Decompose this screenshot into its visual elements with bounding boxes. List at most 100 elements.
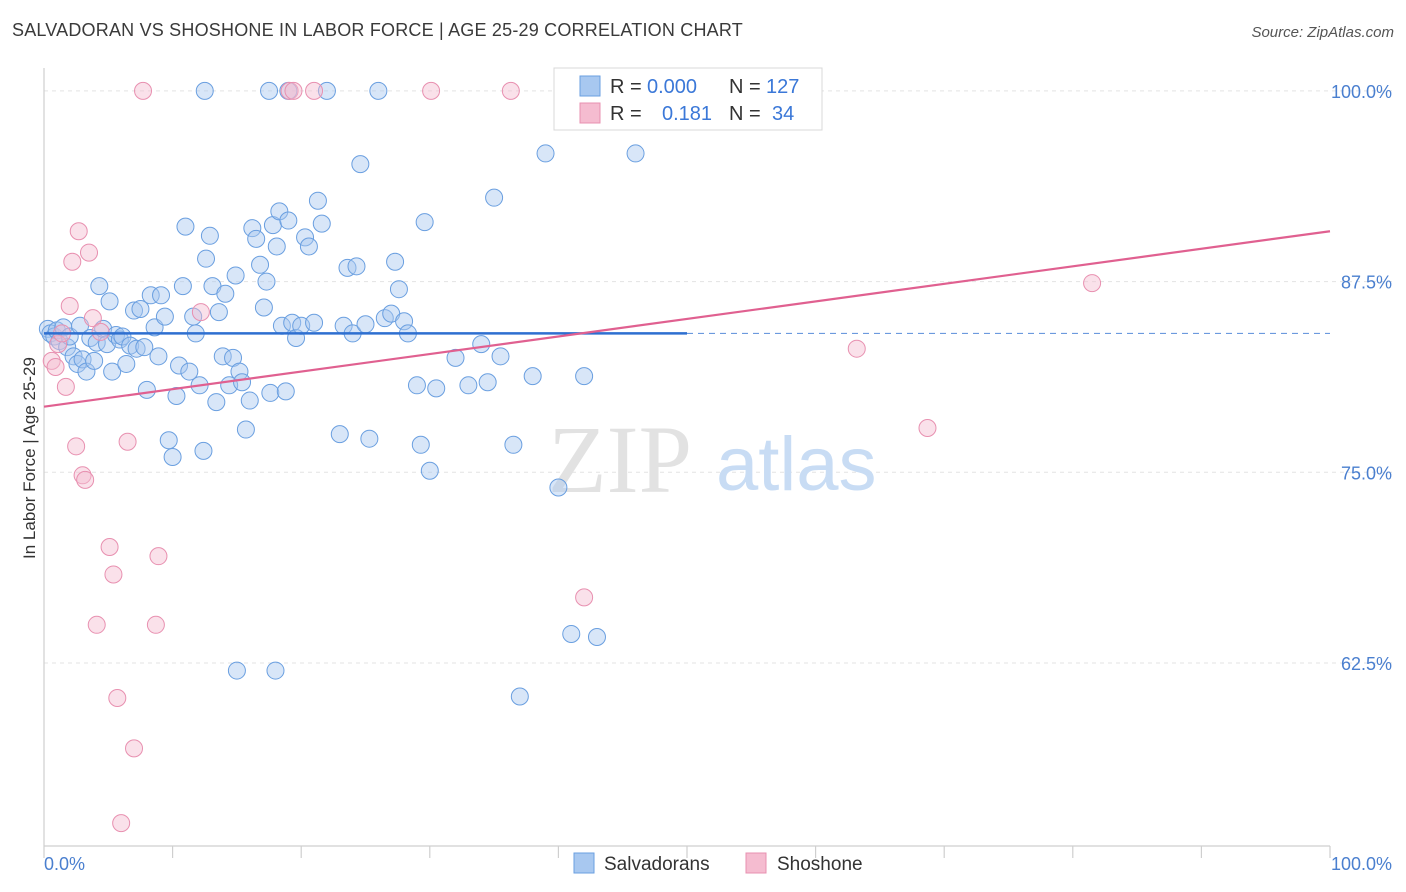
salvadorans-point-47 <box>197 249 216 268</box>
salvadorans-point-50 <box>207 393 226 412</box>
salvadorans-point-104 <box>472 335 491 354</box>
salvadorans-point-89 <box>360 429 379 448</box>
salvadorans-point-122 <box>266 661 285 680</box>
salvadorans-point-72 <box>279 211 298 230</box>
legend-n-value-1: 127 <box>766 76 799 98</box>
bottom-legend-label-shoshone[interactable]: Shoshone <box>777 854 863 875</box>
salvadorans-point-22 <box>110 330 129 349</box>
salvadorans-point-34 <box>152 286 171 305</box>
legend-swatch-shoshone <box>579 102 601 124</box>
salvadorans-point-126 <box>195 81 214 100</box>
shoshone-point-23 <box>149 547 168 566</box>
bottom-legend-swatch-shoshone[interactable] <box>745 852 767 874</box>
salvadorans-point-51 <box>209 303 228 322</box>
salvadorans-point-88 <box>356 315 375 334</box>
salvadorans-point-94 <box>389 280 408 299</box>
salvadorans-point-69 <box>270 202 289 221</box>
chart-title: SALVADORAN VS SHOSHONE IN LABOR FORCE | … <box>12 20 743 40</box>
salvadorans-point-48 <box>200 226 219 245</box>
salvadorans-point-101 <box>427 379 446 398</box>
salvadorans-point-91 <box>375 309 394 328</box>
salvadorans-point-78 <box>305 313 324 332</box>
salvadorans-point-99 <box>415 213 434 232</box>
salvadorans-point-90 <box>369 81 388 100</box>
shoshone-trend-line <box>43 230 1331 408</box>
salvadorans-point-98 <box>411 435 430 454</box>
salvadorans-point-59 <box>236 420 255 439</box>
salvadorans-point-110 <box>523 367 542 386</box>
shoshone-point-7 <box>67 437 86 456</box>
salvadorans-point-103 <box>459 376 478 395</box>
salvadorans-point-26 <box>125 301 144 320</box>
bottom-legend-swatch-salvadorans[interactable] <box>573 852 595 874</box>
salvadorans-point-102 <box>446 348 465 367</box>
shoshone-point-26 <box>284 81 303 100</box>
salvadorans-point-46 <box>194 441 213 460</box>
shoshone-point-20 <box>125 739 144 758</box>
salvadorans-point-58 <box>233 373 252 392</box>
salvadorans-point-40 <box>173 277 192 296</box>
salvadorans-point-11 <box>73 350 92 369</box>
shoshone-point-8 <box>69 222 88 241</box>
salvadorans-point-84 <box>338 258 357 277</box>
shoshone-point-1 <box>46 357 65 376</box>
salvadorans-point-24 <box>117 354 136 373</box>
shoshone-point-25 <box>280 81 299 100</box>
shoshone-point-15 <box>100 538 119 557</box>
salvadorans-point-97 <box>407 376 426 395</box>
salvadorans-point-14 <box>85 351 104 370</box>
legend-n-value-2: 34 <box>772 103 794 125</box>
legend-n-label-2: N = <box>729 103 761 125</box>
salvadorans-point-112 <box>549 478 568 497</box>
shoshone-point-16 <box>104 565 123 584</box>
salvadorans-point-81 <box>317 81 336 100</box>
salvadorans-point-31 <box>141 286 160 305</box>
shoshone-point-12 <box>83 309 102 328</box>
y-tick-label-3: 100.0% <box>1331 82 1392 102</box>
salvadorans-point-82 <box>330 425 349 444</box>
trend-lines <box>43 230 1331 408</box>
shoshone-point-28 <box>422 81 441 100</box>
salvadorans-point-125 <box>227 661 246 680</box>
y-tick-label-1: 75.0% <box>1341 463 1392 483</box>
shoshone-point-31 <box>847 339 866 358</box>
shoshone-point-14 <box>91 322 110 341</box>
salvadorans-point-28 <box>131 300 150 319</box>
shoshone-point-33 <box>1083 274 1102 293</box>
shoshone-point-22 <box>146 615 165 634</box>
y-axis-label: In Labor Force | Age 25-29 <box>20 357 39 559</box>
shoshone-point-13 <box>87 615 106 634</box>
salvadorans-point-35 <box>155 307 174 326</box>
shoshone-point-10 <box>76 470 95 489</box>
salvadorans-point-79 <box>308 191 327 210</box>
salvadorans-point-42 <box>180 362 199 381</box>
tick-labels: 62.5% 75.0% 87.5% 100.0% 0.0% 100.0% <box>44 82 1392 874</box>
legend-swatch-salvadorans <box>579 75 601 97</box>
bottom-legend-label-salvadorans[interactable]: Salvadorans <box>604 854 710 875</box>
legend-r-value-1: 0.000 <box>647 76 697 98</box>
salvadorans-point-87 <box>351 155 370 174</box>
bottom-legend: Salvadorans Shoshone <box>573 852 863 875</box>
shoshone-point-32 <box>918 419 937 438</box>
x-tick-label-0: 0.0% <box>44 854 85 874</box>
salvadorans-point-30 <box>137 380 156 399</box>
salvadorans-point-64 <box>254 298 273 317</box>
legend-r-label-1: R = <box>610 76 642 98</box>
watermark: ZIP atlas <box>548 406 877 513</box>
shoshone-point-11 <box>80 243 99 262</box>
salvadorans-point-105 <box>478 373 497 392</box>
shoshone-point-4 <box>56 377 75 396</box>
shoshone-point-27 <box>305 81 324 100</box>
salvadorans-point-16 <box>90 277 109 296</box>
grid-lines <box>43 90 1392 858</box>
salvadorans-point-36 <box>159 431 178 450</box>
source-credit: Source: ZipAtlas.com <box>1251 24 1394 41</box>
salvadorans-point-115 <box>587 628 606 647</box>
salvadorans-point-56 <box>226 266 245 285</box>
shoshone-point-6 <box>63 252 82 271</box>
shoshone-point-24 <box>191 303 210 322</box>
salvadorans-point-71 <box>276 382 295 401</box>
shoshone-point-30 <box>575 588 594 607</box>
legend-n-label-1: N = <box>729 76 761 98</box>
salvadorans-point-29 <box>135 338 154 357</box>
